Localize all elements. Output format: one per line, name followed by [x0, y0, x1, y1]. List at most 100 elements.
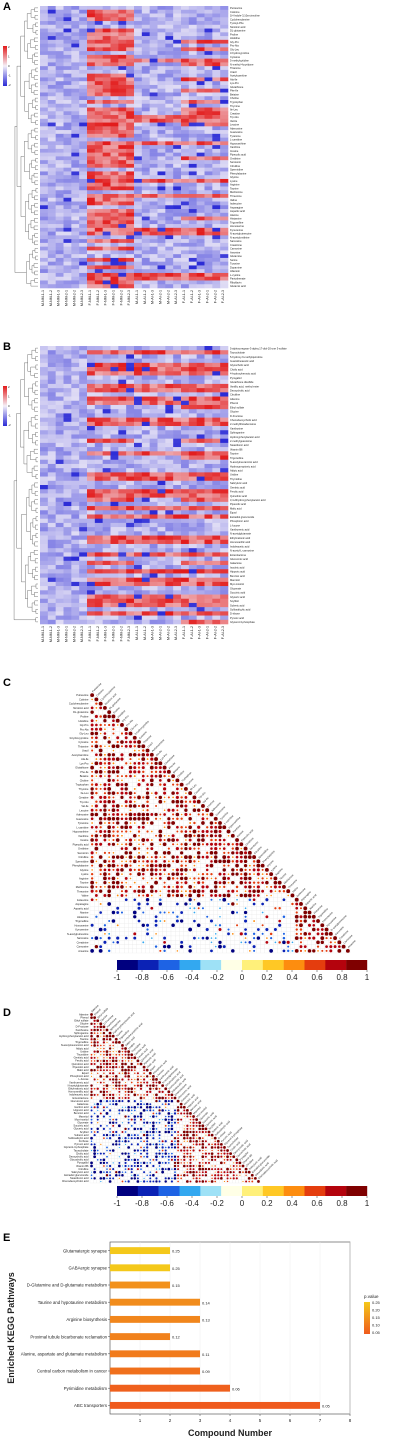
heatmap-cell: [158, 354, 166, 359]
heatmap-cell: [134, 77, 142, 81]
heatmap-cell: [95, 265, 103, 269]
correlation-dot: [99, 745, 102, 748]
heatmap-cell: [189, 409, 197, 414]
heatmap-cell: [220, 573, 228, 578]
heatmap-cell: [189, 77, 197, 81]
heatmap-cell: [48, 582, 56, 587]
heatmap-cell: [165, 262, 173, 266]
heatmap-cell: [56, 55, 64, 59]
heatmap-cell: [64, 346, 72, 351]
heatmap-cell: [150, 557, 158, 562]
correlation-dot: [103, 834, 107, 838]
heatmap-cell: [118, 375, 126, 380]
dendrogram-branch: [35, 390, 38, 394]
heatmap-cell: [126, 498, 134, 503]
row-label: Glycine: [230, 175, 239, 179]
correlation-dot: [95, 758, 97, 760]
correlation-dot: [121, 745, 123, 747]
correlation-dot: [206, 843, 209, 846]
correlation-dot: [104, 724, 106, 726]
grid-cell: [103, 710, 107, 714]
heatmap-cell: [64, 81, 72, 85]
correlation-dot: [133, 766, 136, 769]
heatmap-cell: [48, 198, 56, 202]
heatmap-cell: [79, 557, 87, 562]
heatmap-cell: [205, 519, 213, 524]
heatmap-cell: [79, 620, 87, 625]
correlation-dot: [158, 800, 162, 804]
heatmap-cell: [150, 141, 158, 145]
heatmap-cell: [79, 269, 87, 273]
heatmap-cell: [64, 485, 72, 490]
grid-cell: [188, 804, 192, 808]
heatmap-cell: [71, 21, 79, 25]
heatmap-cell: [181, 552, 189, 557]
legend-tick: 0: [8, 64, 10, 68]
heatmap-cell: [87, 489, 95, 494]
correlation-dot: [130, 831, 132, 833]
heatmap-cell: [165, 145, 173, 149]
heatmap-cell: [118, 590, 126, 595]
heatmap-cell: [87, 472, 95, 477]
correlation-dot: [137, 813, 141, 817]
heatmap-cell: [118, 607, 126, 612]
heatmap-cell: [134, 493, 142, 498]
heatmap-cell: [158, 96, 166, 100]
dendrogram-branch: [32, 603, 36, 611]
heatmap-cell: [126, 77, 134, 81]
heatmap-cell: [126, 32, 134, 36]
dendrogram-branch: [35, 196, 38, 200]
heatmap-cell: [64, 175, 72, 179]
correlation-dot: [163, 787, 166, 790]
heatmap-cell: [134, 179, 142, 183]
heatmap-cell: [79, 422, 87, 427]
heatmap-cell: [126, 156, 134, 160]
heatmap-cell: [173, 409, 181, 414]
heatmap-cell: [56, 179, 64, 183]
heatmap-cell: [181, 235, 189, 239]
heatmap-cell: [87, 85, 95, 89]
column-label: M-AI-2-2: [166, 626, 170, 640]
correlation-dot: [231, 834, 235, 838]
heatmap-cell: [95, 224, 103, 228]
heatmap-cell: [79, 548, 87, 553]
correlation-dot: [129, 800, 132, 803]
column-label: F-AI-1-2: [190, 626, 194, 639]
heatmap-cell: [173, 217, 181, 221]
heatmap-cell: [212, 388, 220, 393]
row-label: Creatinine: [230, 243, 242, 247]
heatmap-cell: [142, 100, 150, 104]
heatmap-cell: [126, 51, 134, 55]
heatmap-cell: [150, 100, 158, 104]
row-label: Pyruvic acid: [230, 616, 245, 620]
correlation-dot: [138, 750, 140, 752]
heatmap-cell: [165, 160, 173, 164]
heatmap-cell: [158, 104, 166, 108]
heatmap-cell: [111, 123, 119, 127]
correlation-dot: [189, 813, 191, 815]
heatmap-cell: [71, 190, 79, 194]
heatmap-cell: [150, 380, 158, 385]
heatmap-cell: [142, 269, 150, 273]
row-label: N-acetyl-L-carnosine: [230, 549, 254, 553]
heatmap-cell: [111, 578, 119, 583]
heatmap-cell: [197, 247, 205, 251]
heatmap-cell: [150, 418, 158, 423]
correlation-dot: [172, 813, 174, 815]
heatmap-cell: [173, 17, 181, 21]
heatmap-cell: [158, 439, 166, 444]
dendrogram-branch: [35, 143, 38, 147]
correlation-dot: [146, 792, 149, 795]
heatmap-cell: [71, 25, 79, 29]
heatmap-cell: [150, 498, 158, 503]
heatmap-cell: [212, 243, 220, 247]
correlation-dot: [168, 847, 170, 849]
heatmap-cell: [56, 111, 64, 115]
heatmap-cell: [212, 527, 220, 532]
heatmap-cell: [197, 565, 205, 570]
heatmap-cell: [48, 25, 56, 29]
heatmap-cell: [212, 247, 220, 251]
heatmap-cell: [173, 164, 181, 168]
